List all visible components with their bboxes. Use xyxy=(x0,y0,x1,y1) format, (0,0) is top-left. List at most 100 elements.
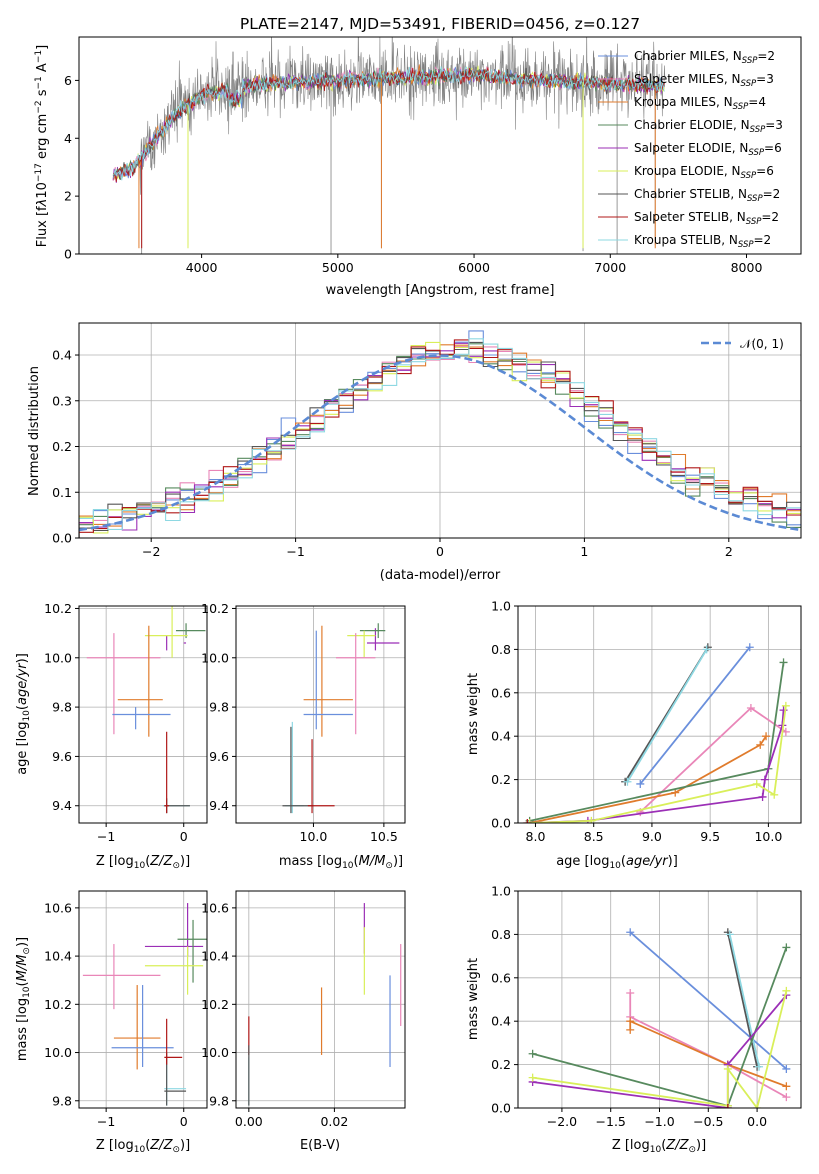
weight-marker xyxy=(746,703,755,712)
x-tick-label: 0.0 xyxy=(747,1114,767,1129)
y-tick-label: 10.2 xyxy=(44,601,72,616)
y-tick-label: 10.4 xyxy=(44,949,72,964)
y-tick-label: 0 xyxy=(64,247,72,262)
x-tick-label: 5000 xyxy=(322,260,354,275)
y-axis-label: mass weight xyxy=(466,958,481,1040)
x-tick-label: −2 xyxy=(142,544,160,559)
x-tick-label: 8000 xyxy=(731,260,763,275)
x-tick-label: 0 xyxy=(180,1114,188,1129)
x-tick-label: 8.0 xyxy=(526,829,546,844)
errorbar-salpeter-stelib xyxy=(164,1018,183,1065)
weight-line-chabrier-stelib xyxy=(726,932,758,1067)
axes-spectrum: 4000 5000 6000 7000 8000 0 2 4 6 Chabrier MILES, … xyxy=(34,36,802,298)
y-tick-label: 9.4 xyxy=(52,798,72,813)
plot-area-age_vs_mass xyxy=(282,623,400,814)
weight-marker xyxy=(752,779,761,788)
x-tick-label: 6000 xyxy=(458,260,490,275)
axes-frame xyxy=(235,605,406,824)
weight-line-salpeter-miles xyxy=(629,992,787,1098)
weight-marker xyxy=(525,819,534,823)
axes-frame xyxy=(517,605,802,824)
weight-marker xyxy=(770,790,779,799)
y-tick-label: 9.8 xyxy=(209,700,229,715)
weight-marker xyxy=(626,928,635,937)
x-axis-label: Z [log10(Z/Z⊙)] xyxy=(96,1138,190,1155)
x-axis-label: age [log10(age/yr)] xyxy=(556,854,678,871)
plot-area-age_vs_Z xyxy=(86,606,206,814)
axes-frame xyxy=(78,890,208,1109)
y-tick-label: 0.6 xyxy=(491,685,511,700)
weight-marker xyxy=(779,658,788,667)
legend-entry: Chabrier MILES, NSSP=2 xyxy=(634,49,775,66)
weight-line-chabrier-miles xyxy=(639,646,751,785)
legend-entry: Chabrier ELODIE, NSSP=3 xyxy=(634,118,783,135)
weight-marker xyxy=(725,930,734,939)
x-tick-label: −2.0 xyxy=(547,1114,577,1129)
errorbar-salpeter-miles xyxy=(335,633,376,735)
weight-line-chabrier-miles xyxy=(629,931,787,1070)
histogram-salpeter-stelib xyxy=(79,339,801,538)
errorbar-chabrier-miles xyxy=(111,985,174,1068)
x-tick-label: 1 xyxy=(580,544,588,559)
plot-area-residuals xyxy=(79,330,801,538)
x-tick-label: 0.02 xyxy=(320,1114,348,1129)
y-tick-label: 9.6 xyxy=(52,749,72,764)
weight-marker xyxy=(702,645,711,654)
y-tick-label: 10.6 xyxy=(201,900,229,915)
y-tick-label: 0.0 xyxy=(491,1101,511,1116)
weight-marker xyxy=(587,816,596,823)
axes-weight_vs_age: 8.0 8.5 9.0 9.5 10.0 0.0 0.2 0.4 0.6 0.8 1.0 age [l… xyxy=(466,599,802,871)
errorbar-kroupa-elodie xyxy=(144,606,188,658)
y-tick-label: 0.8 xyxy=(491,927,511,942)
y-tick-label: 0.4 xyxy=(491,1014,511,1029)
y-tick-label: 0.0 xyxy=(52,531,72,546)
weight-marker xyxy=(528,1073,537,1082)
weight-marker xyxy=(782,986,791,995)
y-tick-label: 9.6 xyxy=(209,749,229,764)
y-tick-label: 0.4 xyxy=(491,729,511,744)
axes-mass_vs_Z: −1 0 9.8 10.0 10.2 10.4 10.6 Z [log10(Z/Z⊙)] mas… xyxy=(15,890,208,1155)
weight-marker xyxy=(528,1049,537,1058)
y-axis-label: mass weight xyxy=(466,673,481,755)
y-tick-label: 10.6 xyxy=(44,900,72,915)
errorbar-salpeter-stelib xyxy=(164,731,169,814)
y-tick-label: 10.2 xyxy=(201,601,229,616)
y-tick-label: 4 xyxy=(64,131,72,146)
figure-title: PLATE=2147, MJD=53491, FIBERID=0456, z=0… xyxy=(240,15,640,33)
y-tick-label: 2 xyxy=(64,189,72,204)
weight-marker xyxy=(782,943,791,952)
legend-entry: 𝒩(0, 1) xyxy=(740,337,784,351)
plot-area-weight_vs_Z xyxy=(528,928,791,1108)
weight-marker xyxy=(723,1064,732,1073)
y-axis-label: Flux [fλ10−17 erg cm−2 s−1 A−1] xyxy=(34,45,50,247)
x-axis-label: Z [log10(Z/Z⊙)] xyxy=(612,1138,706,1155)
x-tick-label: 0 xyxy=(436,544,444,559)
legend-entry: Salpeter MILES, NSSP=3 xyxy=(634,72,774,89)
y-axis-label: age [log10(age/yr)] xyxy=(15,653,32,775)
y-tick-label: 10.0 xyxy=(44,1045,72,1060)
axes-frame xyxy=(235,890,406,1109)
y-tick-label: 10.0 xyxy=(201,1045,229,1060)
weight-marker xyxy=(623,777,632,786)
plot-area-mass_vs_ebv xyxy=(248,903,402,1106)
x-tick-label: 2 xyxy=(725,544,733,559)
x-axis-label: E(B-V) xyxy=(300,1138,340,1153)
weight-line-kroupa-miles xyxy=(629,1019,787,1088)
axes-residuals: −2 −1 0 1 2 0.0 0.1 0.2 0.3 0.4 𝒩(0, 1) (data-model… xyxy=(27,322,802,583)
y-tick-label: 0.0 xyxy=(491,816,511,831)
plot-area-mass_vs_Z xyxy=(82,903,207,1106)
y-tick-label: 0.2 xyxy=(491,772,511,787)
x-tick-label: −1 xyxy=(97,829,115,844)
y-tick-label: 10.2 xyxy=(44,997,72,1012)
x-tick-label: 0.00 xyxy=(235,1114,263,1129)
errorbar-chabrier-miles xyxy=(112,707,171,730)
weight-marker xyxy=(782,1082,791,1091)
axes-mass_vs_ebv: 0.00 0.02 9.8 10.0 10.2 10.4 10.6 E(B-V) xyxy=(201,890,406,1153)
weight-marker xyxy=(745,643,754,652)
errorbar-kroupa-elodie xyxy=(347,630,376,658)
plot-area-spectrum xyxy=(112,37,666,254)
weight-marker xyxy=(523,819,532,823)
legend-entry: Chabrier STELIB, NSSP=2 xyxy=(634,187,780,204)
x-tick-label: 4000 xyxy=(186,260,218,275)
